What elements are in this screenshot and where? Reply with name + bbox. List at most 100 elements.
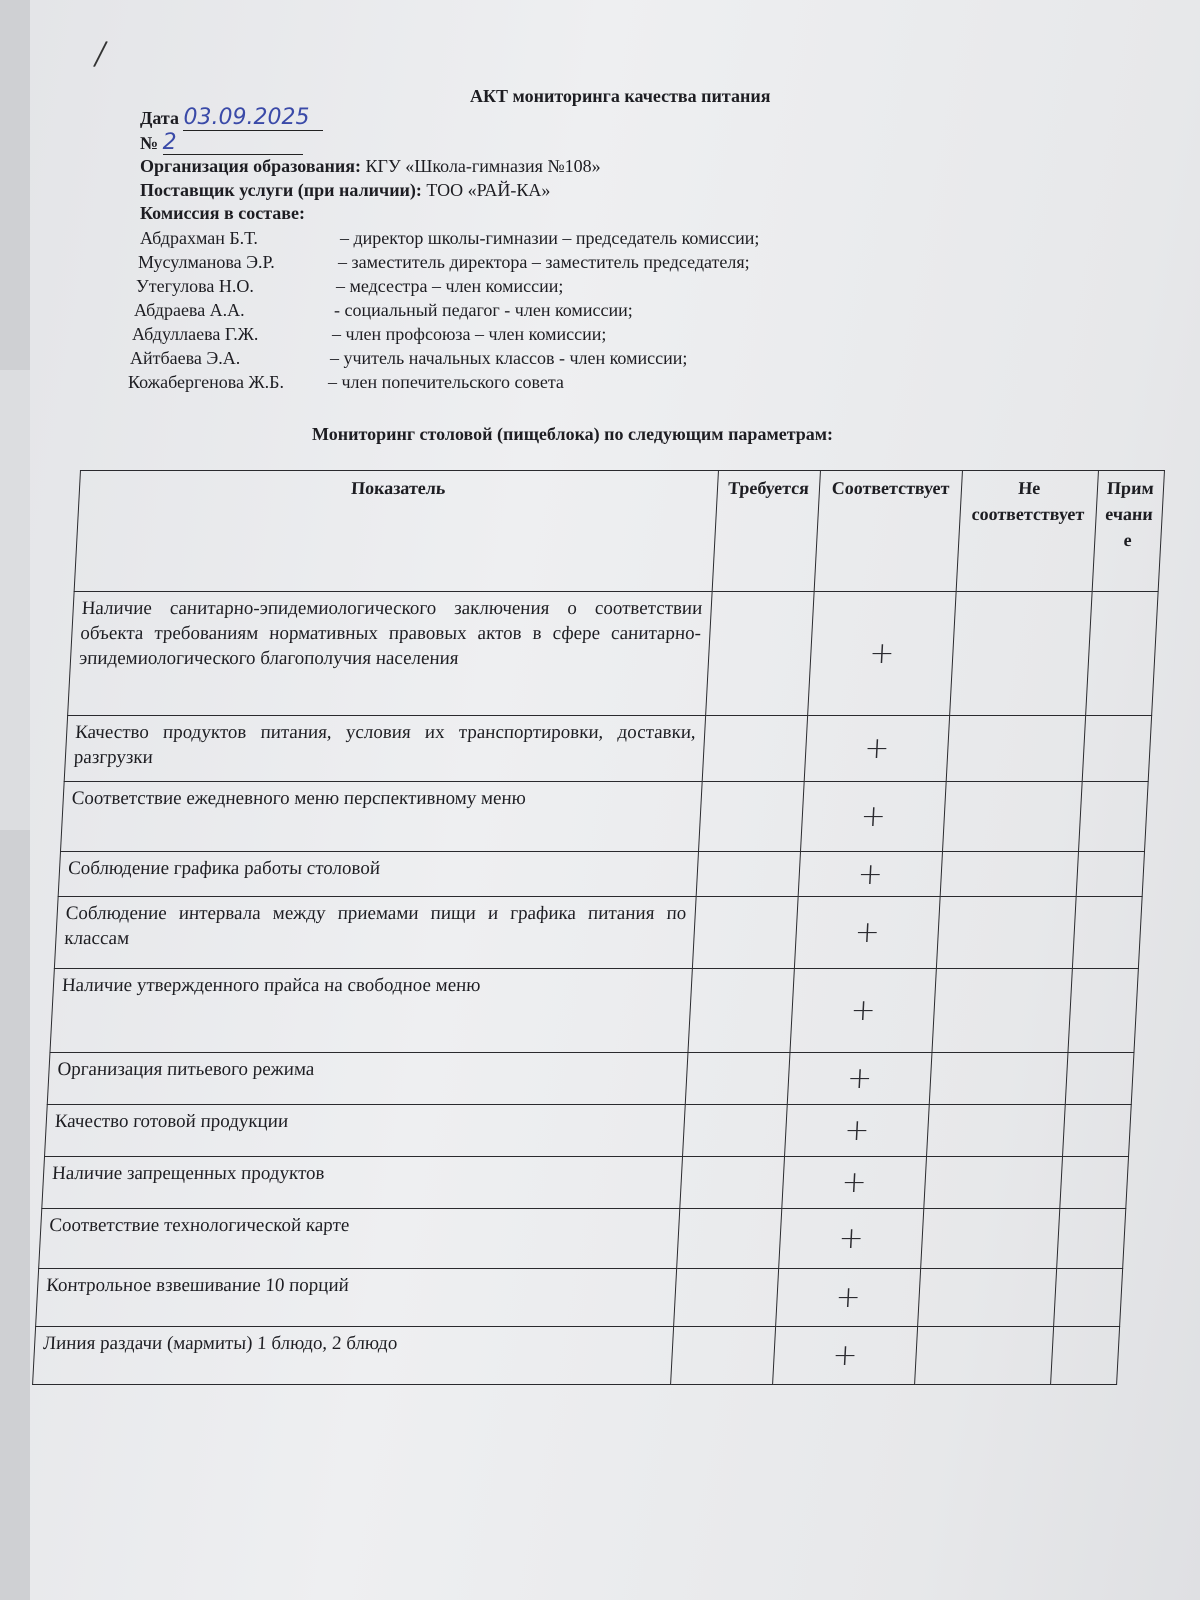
note-cell <box>1072 896 1143 969</box>
header-required: Требуется <box>711 470 821 592</box>
required-cell <box>687 968 795 1053</box>
required-cell <box>701 715 808 782</box>
member-row: Абдрахман Б.Т. – директор школы-гимназии … <box>140 226 759 250</box>
note-cell <box>1056 1208 1126 1269</box>
commission-members: Абдрахман Б.Т. – директор школы-гимназии … <box>128 226 759 394</box>
required-cell <box>691 896 799 969</box>
table-row: Наличие утвержденного прайса на свободно… <box>49 968 1139 1053</box>
required-cell <box>679 1156 785 1209</box>
number-value: 2 <box>162 130 303 155</box>
note-cell <box>1059 1156 1129 1209</box>
not-complies-cell <box>945 715 1086 782</box>
not-complies-cell <box>914 1326 1054 1385</box>
complies-mark: + <box>798 851 943 897</box>
indicator-cell: Контрольное взвешивание 10 порций <box>35 1268 677 1327</box>
not-complies-cell <box>917 1268 1057 1327</box>
table-row: Контрольное взвешивание 10 порций + <box>35 1268 1123 1327</box>
indicator-cell: Соответствие ежедневного меню перспектив… <box>60 781 702 852</box>
header-note: Примечание <box>1091 470 1165 592</box>
not-complies-cell <box>949 591 1092 716</box>
member-name: Мусулманова Э.Р. <box>138 252 275 272</box>
member-role: – директор школы-гимназии – председатель… <box>340 228 760 248</box>
required-cell <box>684 1052 791 1105</box>
note-cell <box>1065 1052 1134 1105</box>
member-row: Айтбаева Э.А. – учитель начальных классов… <box>130 346 759 370</box>
complies-mark: + <box>784 1104 929 1157</box>
required-cell <box>673 1268 779 1327</box>
complies-mark: + <box>800 781 946 852</box>
org-value: КГУ «Школа-гимназия №108» <box>365 156 601 176</box>
member-name: Абдуллаева Г.Ж. <box>132 324 259 344</box>
member-role: – член попечительского совета <box>328 372 564 392</box>
note-cell <box>1078 781 1149 852</box>
note-cell <box>1081 715 1152 782</box>
member-name: Абдраева А.А. <box>134 300 245 320</box>
not-complies-cell <box>931 968 1073 1053</box>
not-complies-cell <box>920 1208 1060 1269</box>
document-title: АКТ мониторинга качества питания <box>470 86 771 106</box>
table-row: Качество продуктов питания, условия их т… <box>64 715 1152 782</box>
complies-mark: + <box>787 1052 932 1105</box>
required-cell <box>698 781 805 852</box>
required-cell <box>670 1326 776 1385</box>
member-row: Мусулманова Э.Р. – заместитель директора … <box>138 250 759 274</box>
indicator-cell: Качество готовой продукции <box>44 1104 685 1157</box>
member-role: – медсестра – член комиссии; <box>336 276 564 296</box>
table-row: Организация питьевого режима + <box>47 1052 1134 1105</box>
note-cell <box>1075 851 1145 897</box>
table-row: Качество готовой продукции + <box>44 1104 1132 1157</box>
required-cell <box>682 1104 788 1157</box>
complies-mark: + <box>782 1156 927 1209</box>
commission-label: Комиссия в составе: <box>140 203 305 223</box>
member-role: – заместитель директора – заместитель пр… <box>338 252 750 272</box>
complies-mark: + <box>790 968 937 1053</box>
table-row: Соответствие технологической карте + <box>38 1208 1126 1269</box>
indicator-cell: Соблюдение графика работы столовой <box>58 851 699 897</box>
supplier-label: Поставщик услуги (при наличии): <box>140 179 422 200</box>
member-name: Айтбаева Э.А. <box>130 348 241 368</box>
not-complies-cell <box>936 896 1076 969</box>
not-complies-cell <box>942 781 1082 852</box>
member-role: – учитель начальных классов - член комис… <box>330 348 688 368</box>
table-row: Соответствие ежедневного меню перспектив… <box>60 781 1149 852</box>
indicator-cell: Организация питьевого режима <box>47 1052 688 1105</box>
required-cell <box>705 591 815 716</box>
note-cell <box>1085 591 1159 716</box>
complies-mark: + <box>778 1208 924 1269</box>
indicator-cell: Качество продуктов питания, условия их т… <box>64 715 706 782</box>
complies-mark: + <box>804 715 950 782</box>
note-cell <box>1062 1104 1132 1157</box>
table-row: Линия раздачи (мармиты) 1 блюдо, 2 блюдо… <box>32 1326 1120 1385</box>
note-cell <box>1053 1268 1123 1327</box>
complies-mark: + <box>775 1268 921 1327</box>
required-cell <box>676 1208 783 1269</box>
member-row: Утегулова Н.О. – медсестра – член комисси… <box>136 274 759 298</box>
not-complies-cell <box>923 1156 1063 1209</box>
complies-mark: + <box>794 896 940 969</box>
member-role: - социальный педагог - член комиссии; <box>334 300 633 320</box>
not-complies-cell <box>939 851 1079 897</box>
indicator-cell: Наличие санитарно-эпидемиологического за… <box>67 591 712 716</box>
header-complies: Соответствует <box>814 470 963 592</box>
table-row: Наличие санитарно-эпидемиологического за… <box>67 591 1159 716</box>
monitoring-table: Показатель Требуется Соответствует Не со… <box>32 470 1165 1385</box>
supplier-value: ТОО «РАЙ-КА» <box>426 179 551 200</box>
indicator-cell: Наличие утвержденного прайса на свободно… <box>49 968 692 1053</box>
indicator-cell: Линия раздачи (мармиты) 1 блюдо, 2 блюдо <box>32 1326 674 1385</box>
complies-mark: + <box>772 1326 918 1385</box>
member-role: – член профсоюза – член комиссии; <box>332 324 607 344</box>
indicator-cell: Соблюдение интервала между приемами пищи… <box>54 896 696 969</box>
member-name: Кожабергенова Ж.Б. <box>128 372 284 392</box>
document-page <box>30 0 1200 1600</box>
note-cell <box>1050 1326 1120 1385</box>
table-row: Соблюдение графика работы столовой + <box>58 851 1145 897</box>
header-not-complies: Не соответствует <box>955 470 1099 592</box>
member-row: Абдраева А.А. - социальный педагог - член… <box>134 298 759 322</box>
indicator-cell: Наличие запрещенных продуктов <box>41 1156 683 1209</box>
member-name: Абдрахман Б.Т. <box>140 228 258 248</box>
table-row: Наличие запрещенных продуктов + <box>41 1156 1129 1209</box>
member-row: Абдуллаева Г.Ж. – член профсоюза – член к… <box>132 322 759 346</box>
not-complies-cell <box>928 1052 1068 1105</box>
complies-mark: + <box>807 591 956 716</box>
not-complies-cell <box>926 1104 1066 1157</box>
